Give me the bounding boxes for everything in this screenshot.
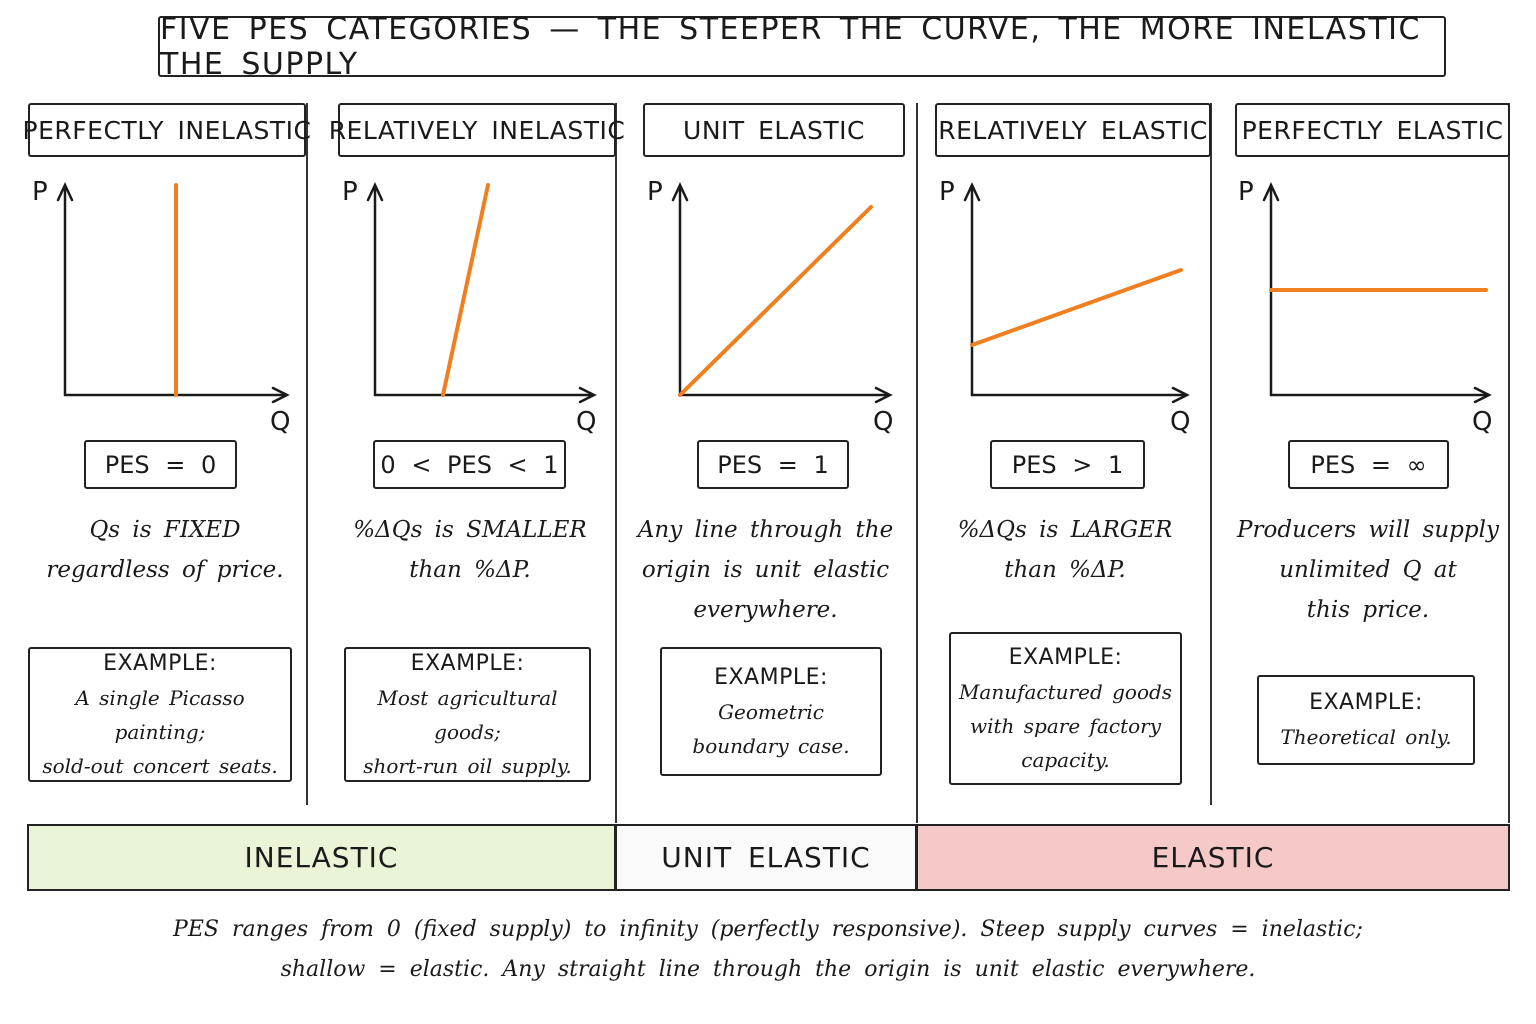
description-relatively-inelastic: %ΔQs is SMALLER than %ΔP. <box>330 510 610 590</box>
description-line: %ΔQs is LARGER <box>957 517 1173 543</box>
description-line: than %ΔP. <box>1004 557 1126 583</box>
description-line: everywhere. <box>693 597 838 623</box>
description-line: regardless of price. <box>46 557 284 583</box>
pes-value-relatively-inelastic: 0 < PES < 1 <box>373 440 566 489</box>
category-title-relatively-elastic: RELATIVELY ELASTIC <box>935 103 1211 157</box>
description-line: Qs is FIXED <box>89 517 241 543</box>
description-line: %ΔQs is SMALLER <box>353 517 587 543</box>
category-title-relatively-inelastic: RELATIVELY INELASTIC <box>329 103 625 157</box>
quantity-axis-label: Q <box>873 407 893 437</box>
description-line: this price. <box>1306 597 1430 623</box>
example-box-unit-elastic: EXAMPLE: Geometric boundary case. <box>660 647 882 776</box>
price-axis-label: P <box>342 177 358 207</box>
description-line: Any line through the <box>637 517 894 543</box>
description-line: Producers will supply <box>1237 517 1499 543</box>
price-axis-label: P <box>939 177 955 207</box>
quantity-axis-label: Q <box>270 407 290 437</box>
supply-curve <box>678 205 873 397</box>
example-line: short-run oil supply. <box>363 753 572 778</box>
pes-value-unit-elastic: PES = 1 <box>697 440 849 489</box>
description-line: origin is unit elastic <box>641 557 890 583</box>
example-title: EXAMPLE: <box>1309 690 1423 715</box>
pes-value-relatively-elastic: PES > 1 <box>990 440 1145 489</box>
description-line: than %ΔP. <box>409 557 531 583</box>
summary-line: shallow = elastic. Any straight line thr… <box>280 957 1256 982</box>
example-title: EXAMPLE: <box>103 650 217 676</box>
supply-graph-unit-elastic: P Q <box>647 177 893 437</box>
column-divider <box>1210 103 1212 805</box>
band-inelastic: INELASTIC <box>27 824 616 891</box>
axes <box>366 182 597 404</box>
example-line: A single Picasso painting; <box>75 685 245 744</box>
column-divider <box>916 103 918 823</box>
axes <box>963 182 1190 404</box>
example-line: capacity. <box>1021 747 1110 772</box>
example-box-relatively-elastic: EXAMPLE: Manufactured goods with spare f… <box>949 632 1182 785</box>
axes <box>1262 182 1492 404</box>
description-unit-elastic: Any line through the origin is unit elas… <box>628 510 903 630</box>
quantity-axis-label: Q <box>576 407 596 437</box>
description-line: unlimited Q at <box>1279 557 1457 583</box>
column-divider <box>615 103 617 823</box>
pes-value-perfectly-elastic: PES = ∞ <box>1288 440 1449 489</box>
description-relatively-elastic: %ΔQs is LARGER than %ΔP. <box>925 510 1205 590</box>
supply-graph-perfectly-inelastic: P Q <box>32 177 290 437</box>
example-box-perfectly-inelastic: EXAMPLE: A single Picasso painting; sold… <box>28 647 292 782</box>
supply-curve <box>441 183 490 397</box>
summary-note: PES ranges from 0 (fixed supply) to infi… <box>60 910 1476 990</box>
example-line: sold-out concert seats. <box>42 753 278 778</box>
example-title: EXAMPLE: <box>714 664 828 690</box>
description-perfectly-inelastic: Qs is FIXED regardless of price. <box>30 510 300 590</box>
example-title: EXAMPLE: <box>1008 644 1123 670</box>
column-divider <box>306 103 308 805</box>
example-title: EXAMPLE: <box>410 650 525 676</box>
quantity-axis-label: Q <box>1170 407 1190 437</box>
summary-line: PES ranges from 0 (fixed supply) to infi… <box>173 917 1363 942</box>
example-line: Geometric <box>718 699 824 724</box>
example-box-relatively-inelastic: EXAMPLE: Most agricultural goods; short-… <box>344 647 591 782</box>
example-line: Manufactured goods <box>958 679 1173 704</box>
supply-graph-perfectly-elastic: P Q <box>1238 177 1492 437</box>
band-unit-elastic: UNIT ELASTIC <box>615 824 917 891</box>
supply-curve <box>970 268 1183 347</box>
example-line: Most agricultural goods; <box>377 685 558 744</box>
example-line: boundary case. <box>692 733 850 758</box>
pes-value-perfectly-inelastic: PES = 0 <box>84 440 237 489</box>
example-box-perfectly-elastic: EXAMPLE: Theoretical only. <box>1257 675 1475 765</box>
category-title-unit-elastic: UNIT ELASTIC <box>643 103 905 157</box>
example-line: Theoretical only. <box>1280 725 1452 749</box>
page-title: FIVE PES CATEGORIES — THE STEEPER THE CU… <box>158 12 1446 82</box>
category-title-perfectly-inelastic: PERFECTLY INELASTIC <box>23 103 311 157</box>
quantity-axis-label: Q <box>1472 407 1492 437</box>
price-axis-label: P <box>647 177 663 207</box>
description-perfectly-elastic: Producers will supply unlimited Q at thi… <box>1228 510 1508 630</box>
price-axis-label: P <box>32 177 48 207</box>
axes <box>671 182 893 404</box>
supply-graph-relatively-elastic: P Q <box>939 177 1190 437</box>
supply-graph-relatively-inelastic: P Q <box>342 177 597 437</box>
column-divider <box>1508 103 1510 823</box>
category-title-perfectly-elastic: PERFECTLY ELASTIC <box>1235 103 1510 157</box>
axes <box>56 182 290 404</box>
band-elastic: ELASTIC <box>916 824 1510 891</box>
price-axis-label: P <box>1238 177 1254 207</box>
example-line: with spare factory <box>970 713 1161 738</box>
